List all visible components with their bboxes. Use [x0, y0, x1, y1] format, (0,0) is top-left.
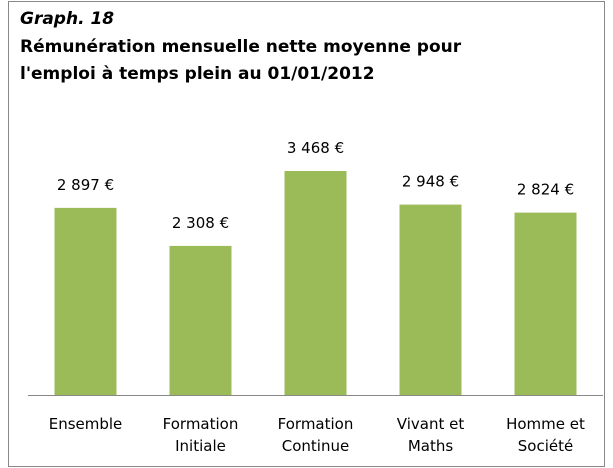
bar	[284, 171, 347, 395]
value-label: 2 824 €	[517, 181, 574, 199]
value-label: 2 308 €	[172, 214, 229, 232]
chart-label: Graph. 18	[20, 9, 114, 29]
value-label: 2 948 €	[402, 173, 459, 191]
x-tick-label: Formation Initiale	[162, 415, 239, 455]
x-tick-label: Homme et Société	[506, 415, 585, 455]
x-tick-label: Ensemble	[48, 415, 123, 433]
chart-title: l'emploi à temps plein au 01/01/2012	[20, 64, 375, 84]
bar	[169, 245, 232, 395]
x-tick-label: Vivant et Maths	[396, 415, 465, 455]
chart-title: Rémunération mensuelle nette moyenne pou…	[20, 37, 462, 57]
bar	[54, 207, 117, 395]
value-label: 2 897 €	[57, 176, 114, 194]
bar	[399, 204, 462, 395]
value-label: 3 468 €	[287, 139, 344, 157]
x-tick-label: Formation Continue	[277, 415, 354, 455]
bar	[514, 212, 577, 395]
